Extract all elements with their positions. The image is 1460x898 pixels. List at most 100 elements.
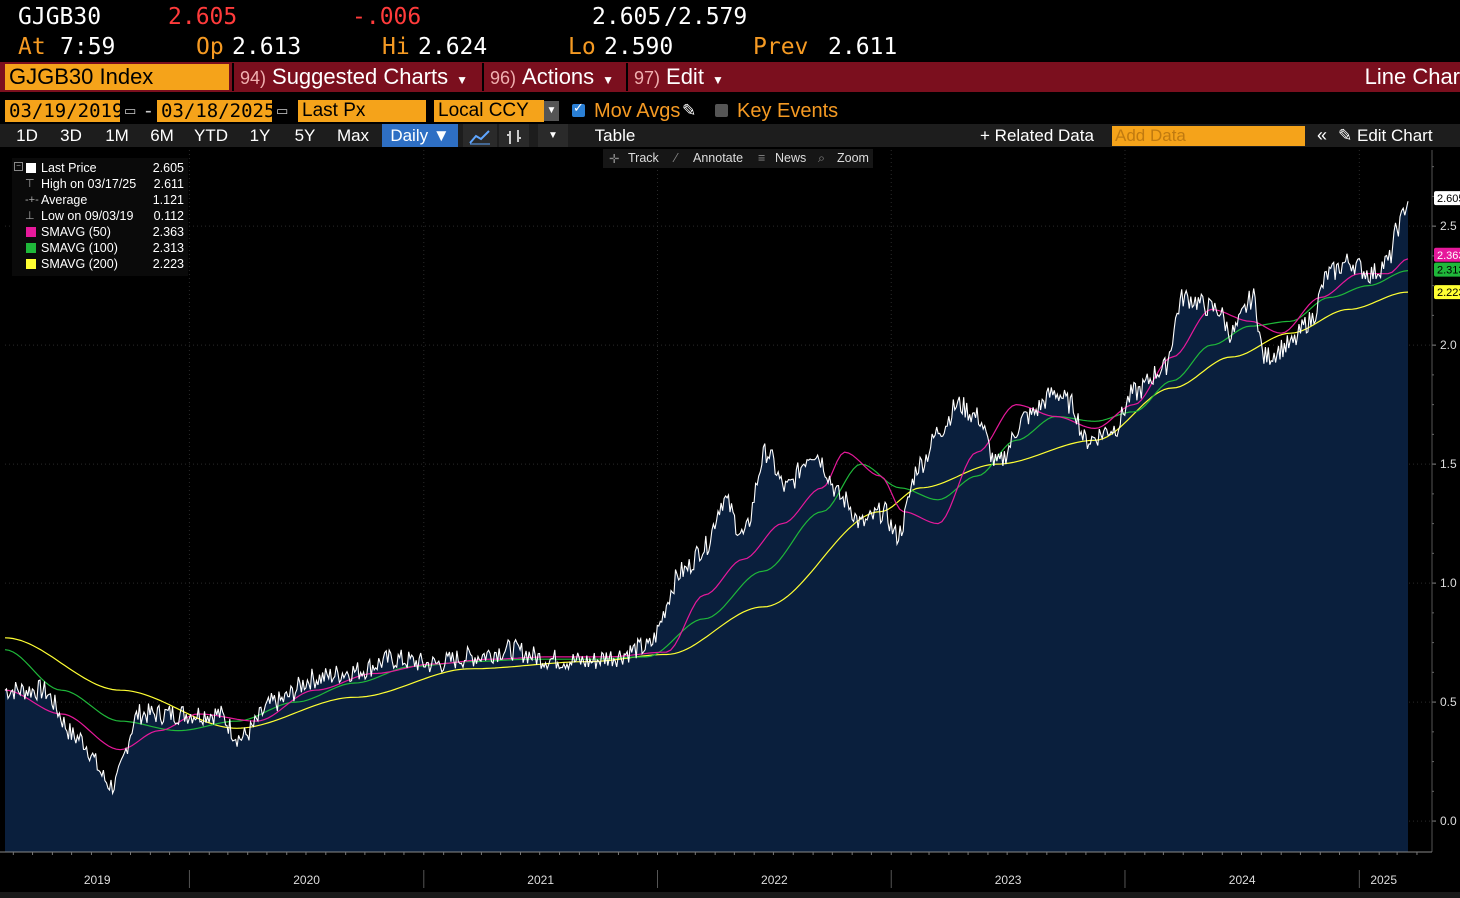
legend-value: 0.112 [153, 209, 184, 223]
chevron-down-icon: ▼ [711, 73, 724, 87]
sma-50-tag-label: 2.363 [1437, 250, 1460, 262]
legend-value: 2.313 [152, 241, 184, 255]
pencil-icon[interactable]: ✎ [682, 101, 697, 120]
sma-200-tag-box [1434, 285, 1460, 300]
low-label: Lo [568, 34, 596, 60]
frequency-dropdown[interactable]: Daily ▼ [382, 124, 458, 147]
edit-chart-label: Edit Chart [1356, 126, 1433, 145]
legend-value: 1.121 [152, 193, 184, 207]
period-1y-button[interactable]: 1Y [240, 124, 280, 147]
sma-50-line [4, 258, 1409, 751]
period-1m-button[interactable]: 1M [96, 124, 138, 147]
average-marker-icon: -+- [25, 194, 39, 206]
suggested-charts-menu[interactable]: 94) Suggested Charts ▼ [232, 63, 480, 91]
period-3d-button[interactable]: 3D [52, 124, 90, 147]
price-field-select[interactable]: Last Px [298, 100, 426, 122]
legend-name: Last Price [41, 161, 97, 175]
start-date-field[interactable]: 03/19/2019 [5, 100, 123, 122]
low-marker-icon: ⊥ [25, 210, 35, 222]
bar-chart-style-button[interactable] [499, 124, 529, 147]
table-button[interactable]: Table [575, 124, 655, 147]
price-chart[interactable]: 0.0 0.5 1.0 1.5 2.0 2.5 2.605 2.363 2.313 2.223 20… [0, 150, 1460, 898]
crosshair-icon[interactable]: ✛ [609, 152, 620, 166]
high-value: 2.624 [418, 34, 488, 60]
legend-name: Average [41, 193, 88, 207]
calendar-icon[interactable]: ▭ [276, 103, 289, 118]
mov-avgs-label[interactable]: Mov Avgs [594, 100, 681, 122]
legend-row-smavg-100: SMAVG (100) 2.313 [16, 240, 186, 256]
period-ytd-button[interactable]: YTD [188, 124, 234, 147]
related-data-label: Related Data [994, 126, 1094, 145]
chart-style-dropdown[interactable]: ▼ [538, 124, 568, 147]
x-tick-label: 2023 [995, 873, 1022, 887]
legend-swatch [26, 227, 36, 237]
key-events-checkbox[interactable] [715, 104, 728, 117]
ask-price: 2.579 [678, 4, 748, 30]
high-marker-icon: ⊤ [25, 178, 35, 190]
x-tick-label: 2022 [761, 873, 788, 887]
legend-name: SMAVG (100) [41, 241, 118, 255]
y-tick-label: 0.5 [1440, 695, 1457, 709]
annotate-tool[interactable]: Annotate [693, 151, 744, 165]
calendar-icon[interactable]: ▭ [124, 103, 137, 118]
sma-100-tag-box [1434, 262, 1460, 277]
related-data-button[interactable]: + Related Data [980, 124, 1110, 147]
end-date-field[interactable]: 03/18/2025 [157, 100, 275, 122]
chart-legend: − Last Price 2.605 ⊤ High on 03/17/25 2.… [12, 158, 188, 276]
plus-icon: + [980, 126, 990, 145]
edit-number: 97) [634, 68, 661, 88]
x-tick-label: 2019 [84, 873, 111, 887]
edit-chart-button[interactable]: ✎ Edit Chart [1338, 124, 1453, 147]
currency-select[interactable]: Local CCY [434, 100, 544, 122]
y-tick-label: 0.0 [1440, 814, 1457, 828]
y-tick-label: 1.5 [1440, 457, 1457, 471]
annotate-icon[interactable]: ⁄ [675, 151, 678, 165]
suggested-charts-label: Suggested Charts [272, 64, 449, 89]
chart-type-label[interactable]: Line Char [1364, 64, 1460, 89]
key-events-label[interactable]: Key Events [737, 100, 839, 122]
legend-collapse-icon[interactable]: − [14, 162, 23, 171]
period-1d-button[interactable]: 1D [8, 124, 46, 147]
x-tick-label: 2020 [293, 873, 320, 887]
news-icon[interactable]: ≡ [758, 151, 766, 165]
legend-row-smavg-50: SMAVG (50) 2.363 [16, 224, 186, 240]
news-tool[interactable]: News [775, 151, 807, 165]
chevron-down-icon[interactable]: ▼ [544, 101, 559, 121]
period-6m-button[interactable]: 6M [142, 124, 182, 147]
legend-name: SMAVG (200) [41, 257, 118, 271]
legend-name: SMAVG (50) [41, 225, 111, 239]
prev-label: Prev [753, 34, 809, 60]
track-tool[interactable]: Track [628, 151, 659, 165]
legend-swatch [26, 243, 36, 253]
zoom-icon[interactable]: ⌕ [818, 151, 826, 165]
chevron-down-icon: ▼ [602, 73, 615, 87]
last-price: 2.605 [168, 4, 238, 30]
period-5y-button[interactable]: 5Y [285, 124, 325, 147]
legend-name: Low on 09/03/19 [41, 209, 134, 223]
edit-menu[interactable]: 97) Edit ▼ [626, 63, 732, 91]
line-chart-style-button[interactable] [463, 124, 497, 147]
add-data-input[interactable]: Add Data [1112, 126, 1305, 146]
double-chevron-left-icon[interactable]: « [1308, 124, 1336, 147]
bottom-strip [0, 892, 1460, 898]
period-max-button[interactable]: Max [330, 124, 376, 147]
last-price-line [4, 201, 1409, 796]
last-price-tag-box [1434, 191, 1460, 206]
sma-200-tag-label: 2.223 [1437, 287, 1460, 299]
legend-value: 2.363 [152, 225, 184, 239]
price-area [5, 201, 1408, 852]
zoom-tool[interactable]: Zoom [837, 151, 869, 165]
x-tick-label: 2024 [1229, 873, 1256, 887]
price-change: -.006 [352, 4, 422, 30]
last-price-tag-label: 2.605 [1437, 193, 1460, 205]
security-field[interactable]: GJGB30 Index [5, 64, 229, 90]
legend-swatch [26, 163, 36, 173]
date-range-dash: - [145, 100, 152, 122]
sma-200-line [4, 291, 1409, 729]
x-tick-label: 2021 [527, 873, 554, 887]
mov-avgs-checkbox[interactable] [572, 100, 585, 117]
chart-tools-bar: ✛ Track ⁄ Annotate ≡ News ⌕ Zoom [603, 149, 873, 168]
open-value: 2.613 [232, 34, 302, 60]
actions-menu[interactable]: 96) Actions ▼ [482, 63, 624, 91]
legend-row-last-price: Last Price 2.605 [16, 160, 186, 176]
